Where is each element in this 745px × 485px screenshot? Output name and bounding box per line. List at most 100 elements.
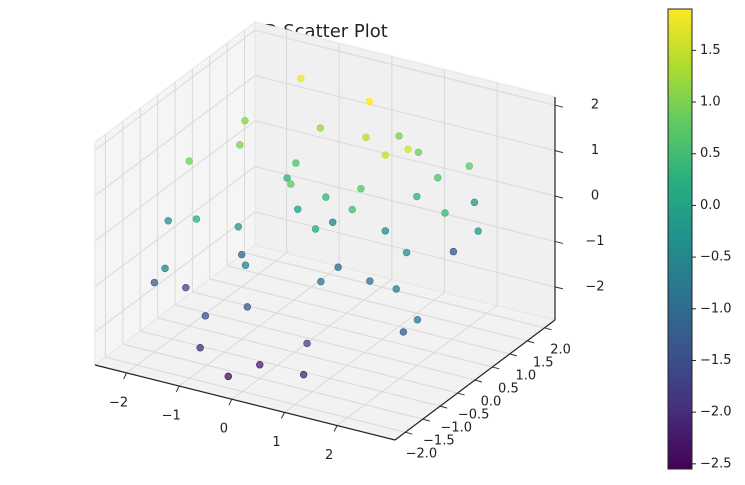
tick-label: 1.5 bbox=[533, 355, 554, 370]
colorbar-tick-label: −1.5 bbox=[700, 353, 732, 368]
data-point bbox=[348, 205, 356, 214]
colorbar-tick-label: 0.5 bbox=[700, 146, 721, 161]
tick-label: 0.5 bbox=[498, 381, 519, 396]
axis-line bbox=[394, 319, 556, 441]
data-point bbox=[470, 198, 479, 207]
data-point bbox=[224, 372, 232, 381]
grid-line bbox=[254, 165, 556, 242]
data-point bbox=[404, 145, 412, 153]
tick-mark bbox=[544, 327, 552, 331]
tick-label: 2.0 bbox=[550, 342, 571, 357]
tick-mark bbox=[554, 286, 564, 290]
data-point bbox=[322, 193, 330, 201]
data-point bbox=[317, 277, 325, 286]
data-point bbox=[303, 339, 311, 348]
tick-label: 0 bbox=[591, 189, 599, 204]
tick-mark bbox=[457, 392, 465, 396]
grid-line bbox=[209, 278, 510, 355]
data-point bbox=[150, 278, 159, 287]
data-point bbox=[299, 370, 308, 379]
tick-mark bbox=[422, 418, 430, 422]
data-point bbox=[294, 205, 302, 213]
colorbar-tick-label: 0.0 bbox=[700, 198, 721, 213]
colorbar-tick-label: 1.0 bbox=[700, 95, 721, 110]
data-point bbox=[381, 227, 390, 235]
grid-line bbox=[105, 356, 406, 433]
tick-label: 1 bbox=[591, 143, 599, 158]
grid-line bbox=[94, 75, 256, 196]
data-point bbox=[365, 97, 374, 106]
tick-label: 1 bbox=[272, 435, 280, 450]
tick-mark bbox=[509, 353, 517, 357]
data-point bbox=[182, 283, 190, 292]
tick-label: 2 bbox=[591, 98, 599, 113]
tick-mark bbox=[492, 366, 500, 370]
data-point bbox=[161, 264, 169, 273]
tick-label: 0.0 bbox=[481, 395, 502, 410]
grid-line bbox=[254, 120, 556, 197]
colorbar-tick-label: 1.5 bbox=[700, 43, 721, 58]
data-point bbox=[402, 248, 411, 257]
data-point bbox=[381, 151, 390, 159]
grid-line bbox=[94, 29, 256, 151]
grid-line bbox=[157, 317, 458, 394]
data-point bbox=[441, 209, 449, 217]
data-point bbox=[434, 174, 442, 182]
tick-label: −1 bbox=[162, 409, 181, 424]
data-point bbox=[366, 277, 374, 285]
data-point bbox=[311, 225, 320, 233]
data-point bbox=[196, 344, 204, 352]
grid-line bbox=[254, 75, 556, 152]
grid-line bbox=[227, 265, 528, 342]
tick-mark bbox=[440, 405, 448, 409]
tick-mark bbox=[527, 340, 535, 344]
tick-mark bbox=[175, 385, 180, 393]
tick-label: −1 bbox=[585, 234, 604, 249]
grid-line bbox=[174, 304, 476, 381]
tick-mark bbox=[123, 372, 128, 380]
data-point bbox=[329, 218, 337, 226]
tick-label: −2.0 bbox=[406, 447, 438, 462]
data-point bbox=[185, 157, 193, 165]
grid-line bbox=[94, 166, 256, 287]
data-point bbox=[414, 148, 423, 156]
data-point bbox=[201, 312, 210, 320]
tick-label: 0 bbox=[220, 422, 228, 437]
grid-line bbox=[254, 29, 556, 106]
grid-line bbox=[140, 330, 441, 407]
tick-label: −0.5 bbox=[458, 408, 490, 423]
tick-mark bbox=[554, 195, 564, 199]
data-point bbox=[287, 180, 295, 188]
data-point bbox=[192, 215, 201, 223]
data-point bbox=[413, 192, 421, 201]
data-point bbox=[297, 74, 305, 83]
data-point bbox=[399, 328, 408, 336]
data-point bbox=[236, 141, 244, 149]
data-point bbox=[234, 223, 243, 231]
tick-mark bbox=[405, 431, 413, 435]
data-point bbox=[449, 247, 458, 256]
tick-label: 2 bbox=[325, 448, 333, 463]
tick-label: −2 bbox=[109, 395, 128, 410]
tick-mark bbox=[554, 104, 564, 108]
data-point bbox=[256, 361, 264, 369]
tick-mark bbox=[281, 412, 285, 419]
colorbar-tick-label: −1.0 bbox=[700, 301, 732, 316]
colorbar-tick-label: −2.0 bbox=[700, 405, 732, 420]
colorbar-tick-label: −0.5 bbox=[700, 250, 732, 265]
data-point bbox=[395, 132, 403, 140]
tick-mark bbox=[554, 150, 564, 154]
grid-line bbox=[122, 343, 423, 420]
grid-line bbox=[192, 291, 493, 368]
data-point bbox=[413, 316, 422, 324]
data-point bbox=[465, 162, 473, 170]
data-point bbox=[243, 303, 252, 311]
tick-label: 1.0 bbox=[515, 368, 536, 383]
data-point bbox=[334, 263, 342, 271]
data-point bbox=[241, 117, 249, 125]
tick-label: −1.0 bbox=[440, 421, 472, 436]
tick-mark bbox=[554, 240, 564, 244]
data-point bbox=[362, 133, 370, 142]
tick-label: −2 bbox=[585, 279, 604, 294]
